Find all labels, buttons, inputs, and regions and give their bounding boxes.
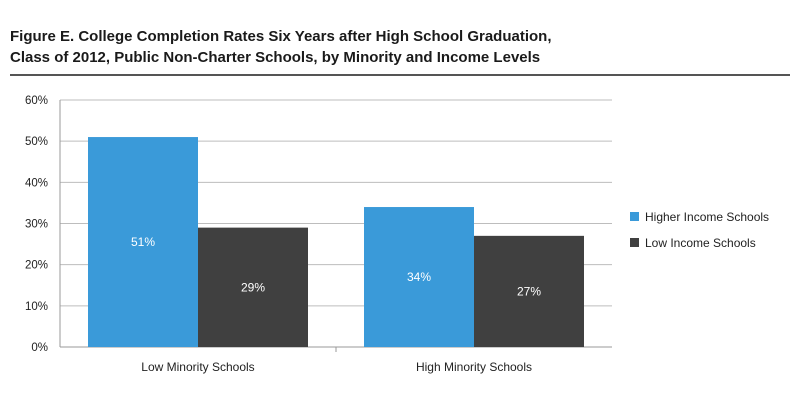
chart-title-line-2: Class of 2012, Public Non-Charter School… xyxy=(10,49,541,66)
category-label: High Minority Schools xyxy=(416,360,532,374)
y-tick-label: 30% xyxy=(25,219,48,231)
chart-title-line-1: Figure E. College Completion Rates Six Y… xyxy=(10,28,552,45)
legend-swatch-higher-income-schools xyxy=(630,212,639,221)
bar-higher-income-schools xyxy=(364,207,474,347)
y-tick-label: 50% xyxy=(25,136,48,148)
title-divider xyxy=(10,74,790,76)
data-label-higher-income-schools: 34% xyxy=(407,270,431,284)
legend-label-higher-income-schools: Higher Income Schools xyxy=(645,210,769,224)
y-tick-label: 60% xyxy=(25,95,48,107)
bar-higher-income-schools xyxy=(88,137,198,347)
data-label-low-income-schools: 27% xyxy=(517,284,541,298)
y-tick-label: 40% xyxy=(25,177,48,189)
bar-low-income-schools xyxy=(198,227,308,347)
category-label: Low Minority Schools xyxy=(141,360,254,374)
chart-title: Figure E. College Completion Rates Six Y… xyxy=(10,26,790,68)
legend-label-low-income-schools: Low Income Schools xyxy=(645,236,756,250)
y-tick-label: 0% xyxy=(31,342,48,354)
y-tick-label: 20% xyxy=(25,260,48,272)
legend-swatch-low-income-schools xyxy=(630,238,639,247)
data-label-higher-income-schools: 51% xyxy=(131,235,155,249)
data-label-low-income-schools: 29% xyxy=(241,280,265,294)
y-tick-label: 10% xyxy=(25,301,48,313)
bar-low-income-schools xyxy=(474,235,584,347)
